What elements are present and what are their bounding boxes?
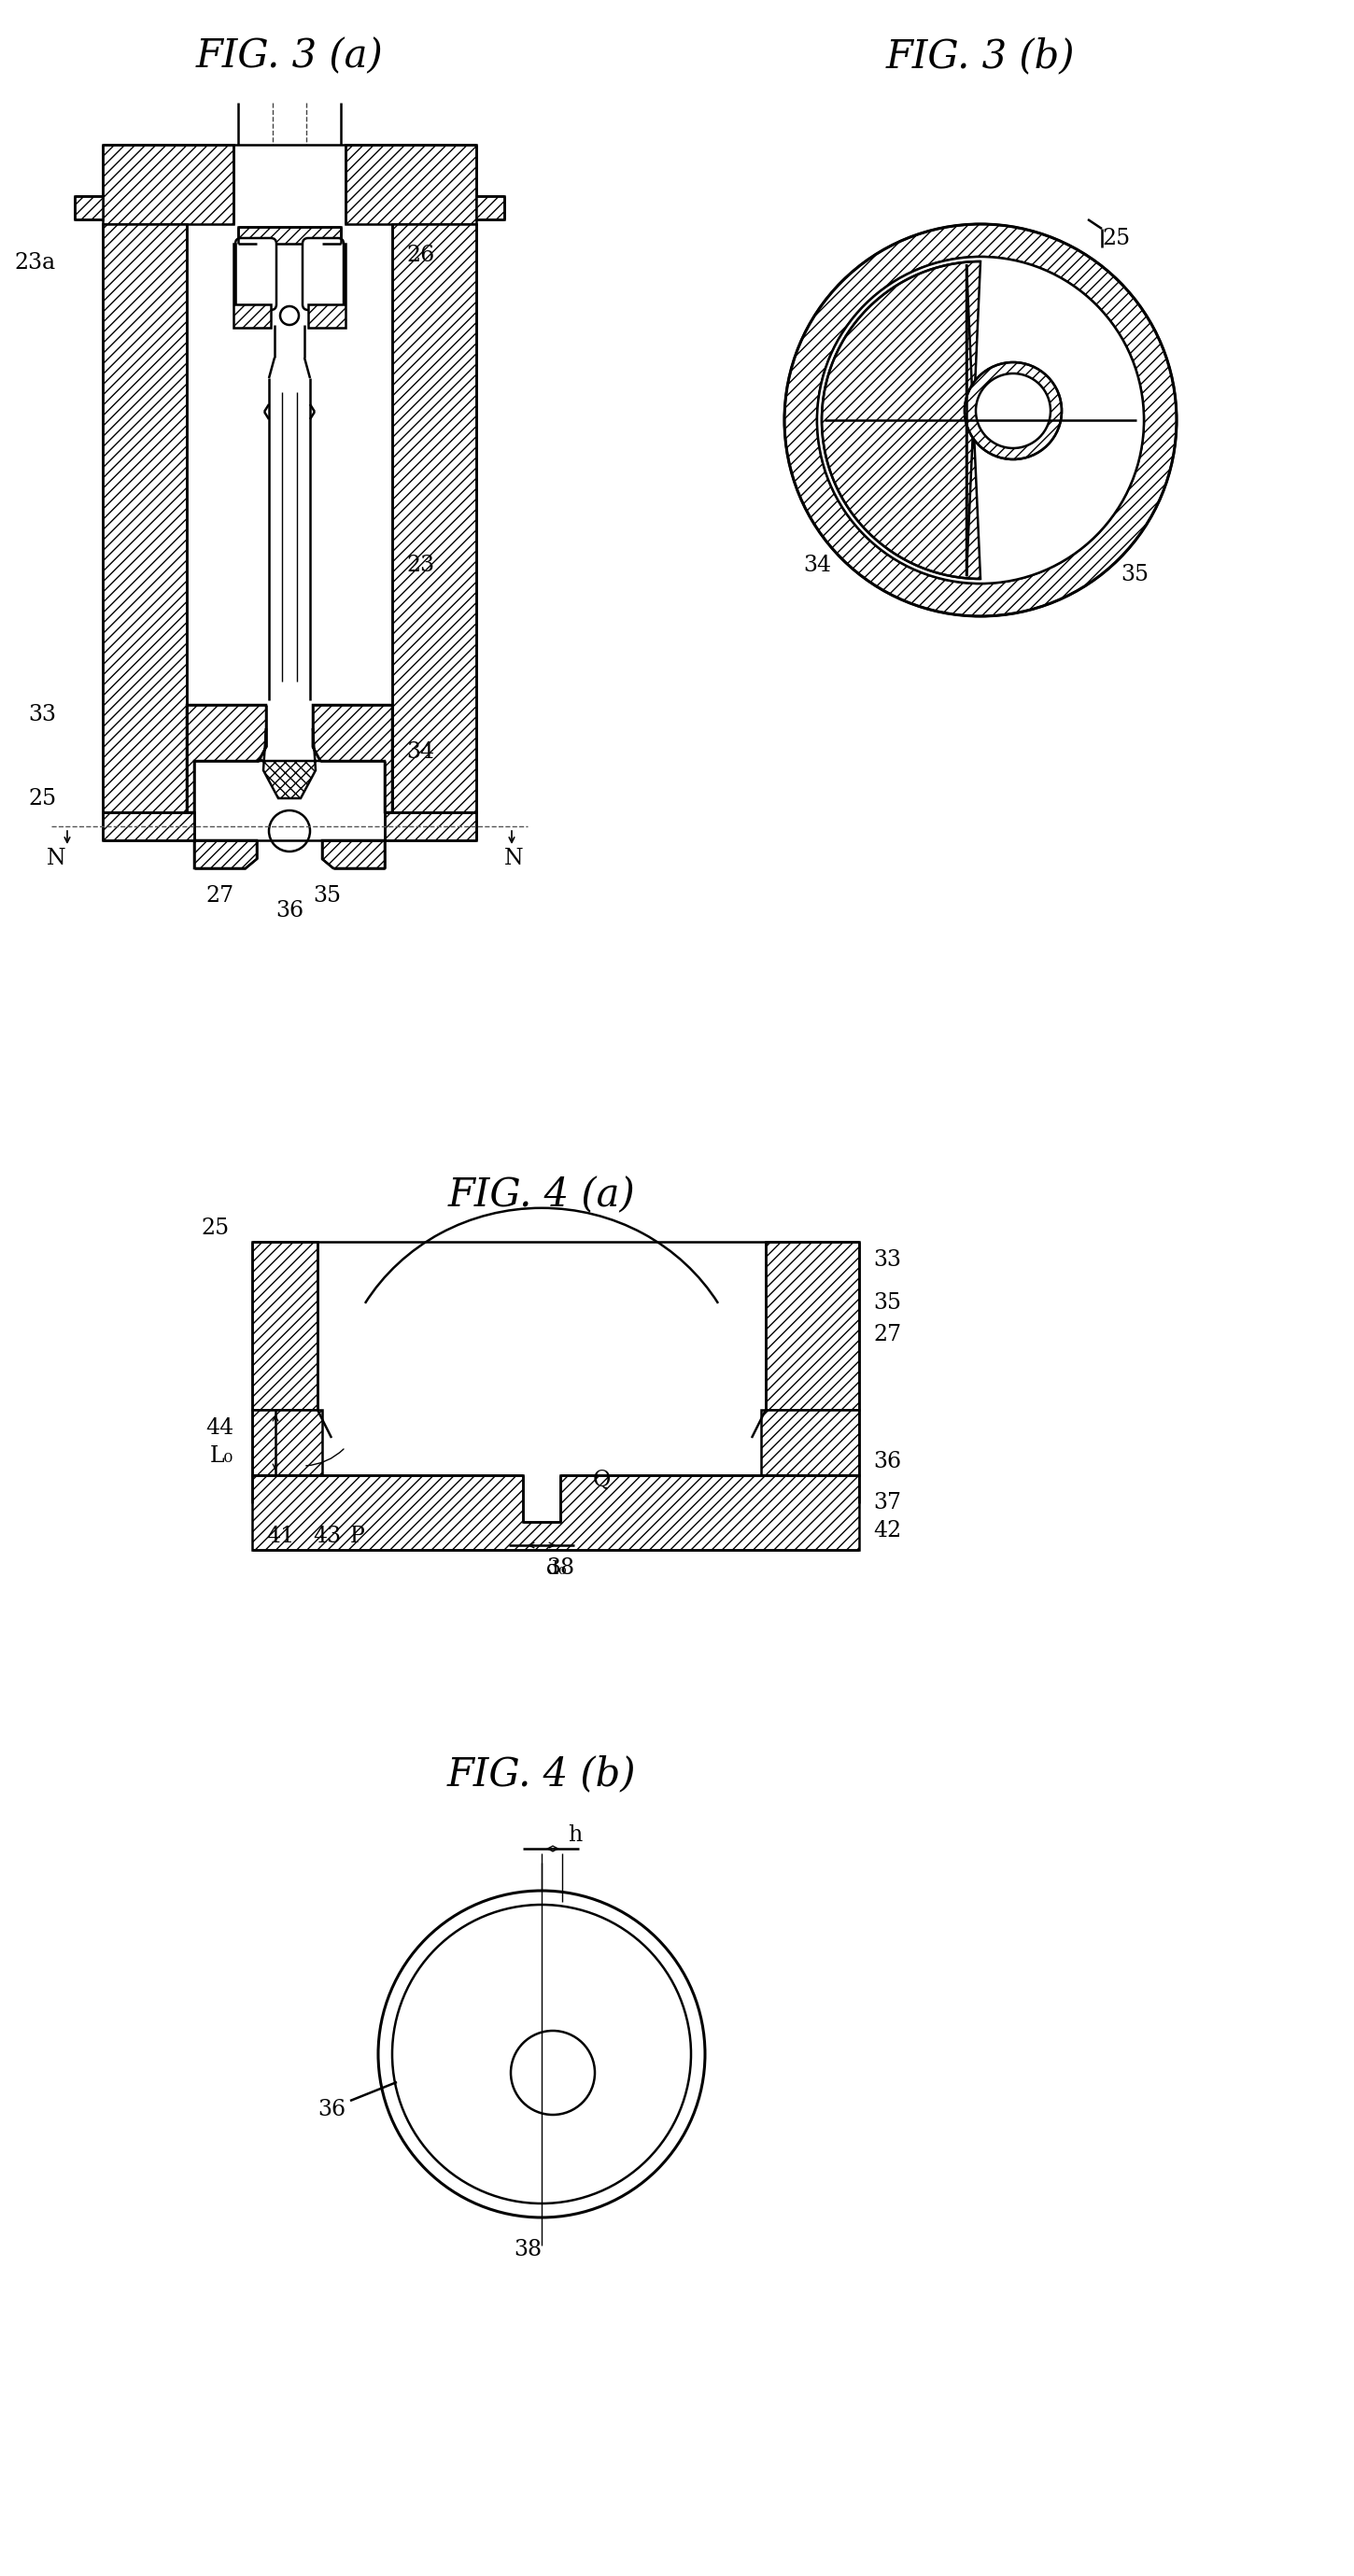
Text: 36: 36: [275, 899, 303, 922]
Text: d₀: d₀: [546, 1558, 566, 1577]
Circle shape: [269, 811, 310, 853]
Text: 27: 27: [206, 886, 233, 907]
Circle shape: [816, 258, 1144, 585]
Text: 25: 25: [28, 788, 56, 809]
Circle shape: [393, 1904, 691, 2202]
Circle shape: [378, 1891, 705, 2218]
Text: P: P: [351, 1525, 366, 1546]
Text: 27: 27: [873, 1324, 902, 1345]
Polygon shape: [252, 1242, 317, 1409]
Text: Q: Q: [593, 1468, 611, 1492]
Text: h: h: [567, 1824, 582, 1844]
FancyBboxPatch shape: [236, 237, 276, 309]
Text: 43: 43: [313, 1525, 341, 1546]
Text: L₀: L₀: [210, 1445, 233, 1468]
Text: 34: 34: [803, 554, 831, 574]
Text: 42: 42: [873, 1520, 902, 1543]
Text: FIG. 3 (b): FIG. 3 (b): [886, 36, 1075, 75]
Polygon shape: [313, 706, 393, 811]
Circle shape: [976, 374, 1051, 448]
Text: N: N: [504, 848, 524, 871]
Text: 35: 35: [1121, 564, 1148, 585]
Polygon shape: [385, 811, 477, 840]
Polygon shape: [322, 840, 385, 868]
Wedge shape: [784, 224, 1177, 616]
Polygon shape: [252, 1409, 322, 1476]
Text: N: N: [46, 848, 66, 871]
Text: 23: 23: [406, 554, 435, 574]
Text: 23a: 23a: [14, 252, 56, 273]
Polygon shape: [477, 196, 504, 219]
Text: 36: 36: [317, 2099, 345, 2120]
Polygon shape: [103, 144, 233, 224]
Polygon shape: [187, 706, 267, 811]
Text: 33: 33: [28, 703, 56, 724]
Text: 35: 35: [873, 1291, 902, 1314]
Polygon shape: [233, 245, 271, 327]
Polygon shape: [259, 729, 321, 799]
Text: 25: 25: [200, 1216, 229, 1239]
Circle shape: [280, 307, 299, 325]
FancyBboxPatch shape: [302, 237, 344, 309]
Polygon shape: [822, 260, 980, 580]
Text: 37: 37: [873, 1492, 902, 1515]
Polygon shape: [194, 840, 257, 868]
Text: 38: 38: [513, 2239, 542, 2262]
Text: 35: 35: [313, 886, 341, 907]
Polygon shape: [309, 245, 345, 327]
Text: 38: 38: [546, 1558, 574, 1579]
Text: FIG. 4 (b): FIG. 4 (b): [447, 1754, 636, 1793]
Text: 34: 34: [406, 742, 435, 762]
Text: 26: 26: [406, 245, 435, 265]
Polygon shape: [252, 1476, 858, 1551]
Polygon shape: [103, 811, 194, 840]
Polygon shape: [238, 227, 341, 245]
Polygon shape: [393, 224, 477, 811]
Text: 41: 41: [267, 1525, 294, 1546]
Text: FIG. 3 (a): FIG. 3 (a): [196, 36, 383, 75]
Text: 36: 36: [873, 1450, 902, 1471]
Polygon shape: [103, 224, 187, 811]
Polygon shape: [761, 1409, 858, 1476]
Text: FIG. 4 (a): FIG. 4 (a): [448, 1175, 635, 1216]
Text: 33: 33: [873, 1249, 902, 1270]
Text: 25: 25: [1102, 227, 1131, 250]
Polygon shape: [74, 196, 103, 219]
Circle shape: [964, 363, 1062, 459]
Polygon shape: [345, 144, 477, 224]
Circle shape: [510, 2030, 594, 2115]
Text: 44: 44: [206, 1417, 234, 1440]
Polygon shape: [766, 1242, 858, 1409]
